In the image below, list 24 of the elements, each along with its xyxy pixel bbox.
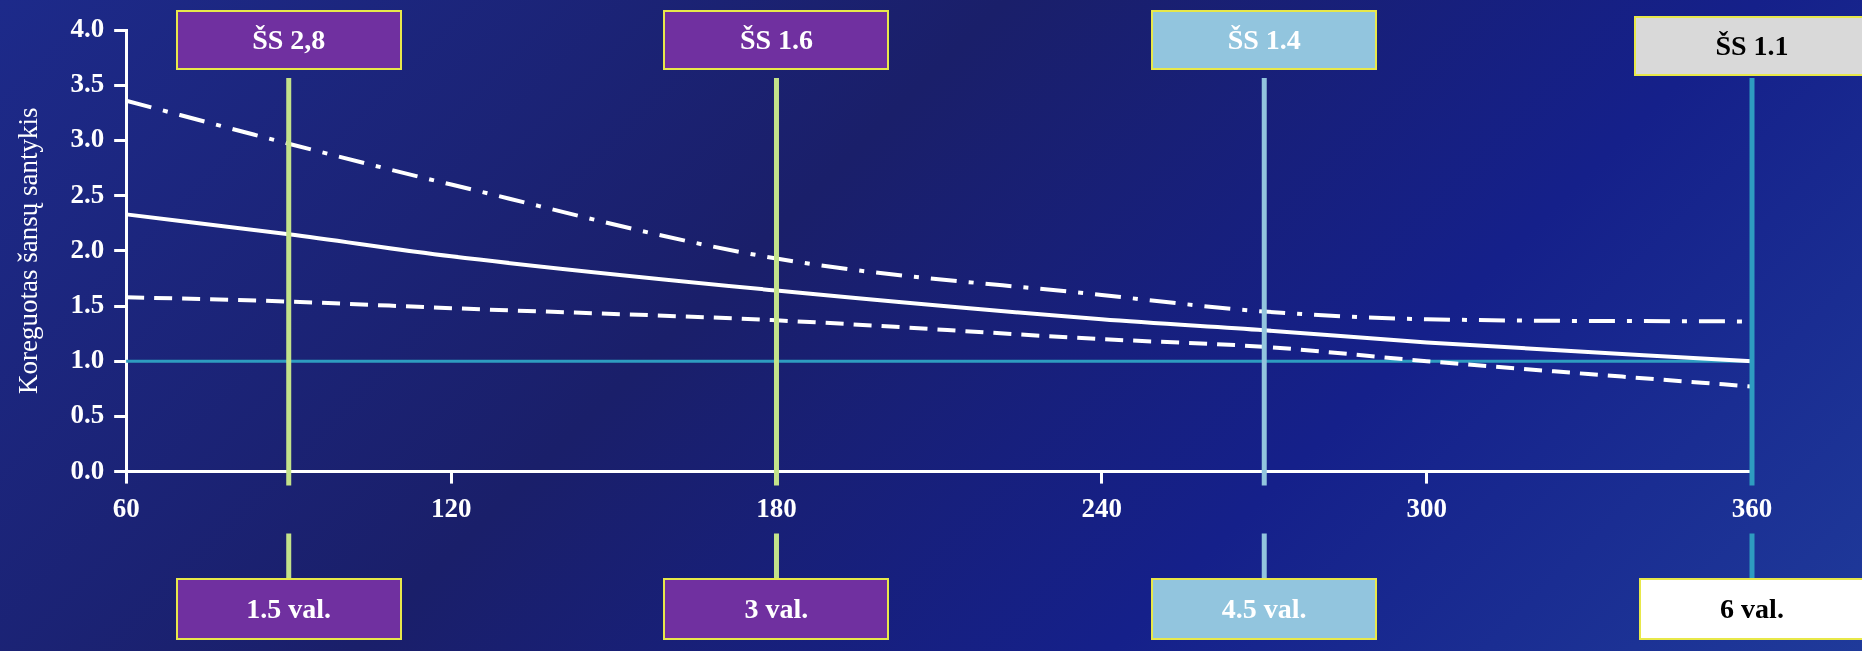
y-tick-label: 1.5 <box>70 288 105 319</box>
y-axis-title: Koreguotas šansų santykis <box>13 107 44 395</box>
x-tick-label: 360 <box>1731 492 1773 523</box>
ref-line-label: ŠS 1.1 <box>1715 30 1789 62</box>
y-tick-label: 2.5 <box>70 178 105 209</box>
y-tick-label: 0.5 <box>70 399 105 430</box>
text: 1.5 val. <box>246 593 332 625</box>
ref-line-label: ŠS 2,8 <box>252 24 326 56</box>
x-tick-label: 120 <box>431 492 472 523</box>
text: 4.5 val. <box>1221 593 1307 625</box>
ref-line-label: ŠS 1.4 <box>1227 24 1301 56</box>
y-tick-label: 4.0 <box>70 12 105 43</box>
ref-line-label: ŠS 1.6 <box>739 24 814 56</box>
y-tick-label: 3.5 <box>70 68 105 99</box>
x-tick-label: 240 <box>1081 492 1122 523</box>
x-tick-label: 300 <box>1406 492 1448 523</box>
y-tick-label: 3.0 <box>70 123 105 154</box>
y-tick-label: 1.0 <box>70 344 105 375</box>
y-tick-label: 2.0 <box>70 233 105 264</box>
y-tick-label: 0.0 <box>70 454 105 485</box>
text: 3 val. <box>744 593 809 625</box>
x-tick-label: 60 <box>112 492 140 523</box>
x-tick-label: 180 <box>756 492 797 523</box>
text: 6 val. <box>1720 593 1784 625</box>
